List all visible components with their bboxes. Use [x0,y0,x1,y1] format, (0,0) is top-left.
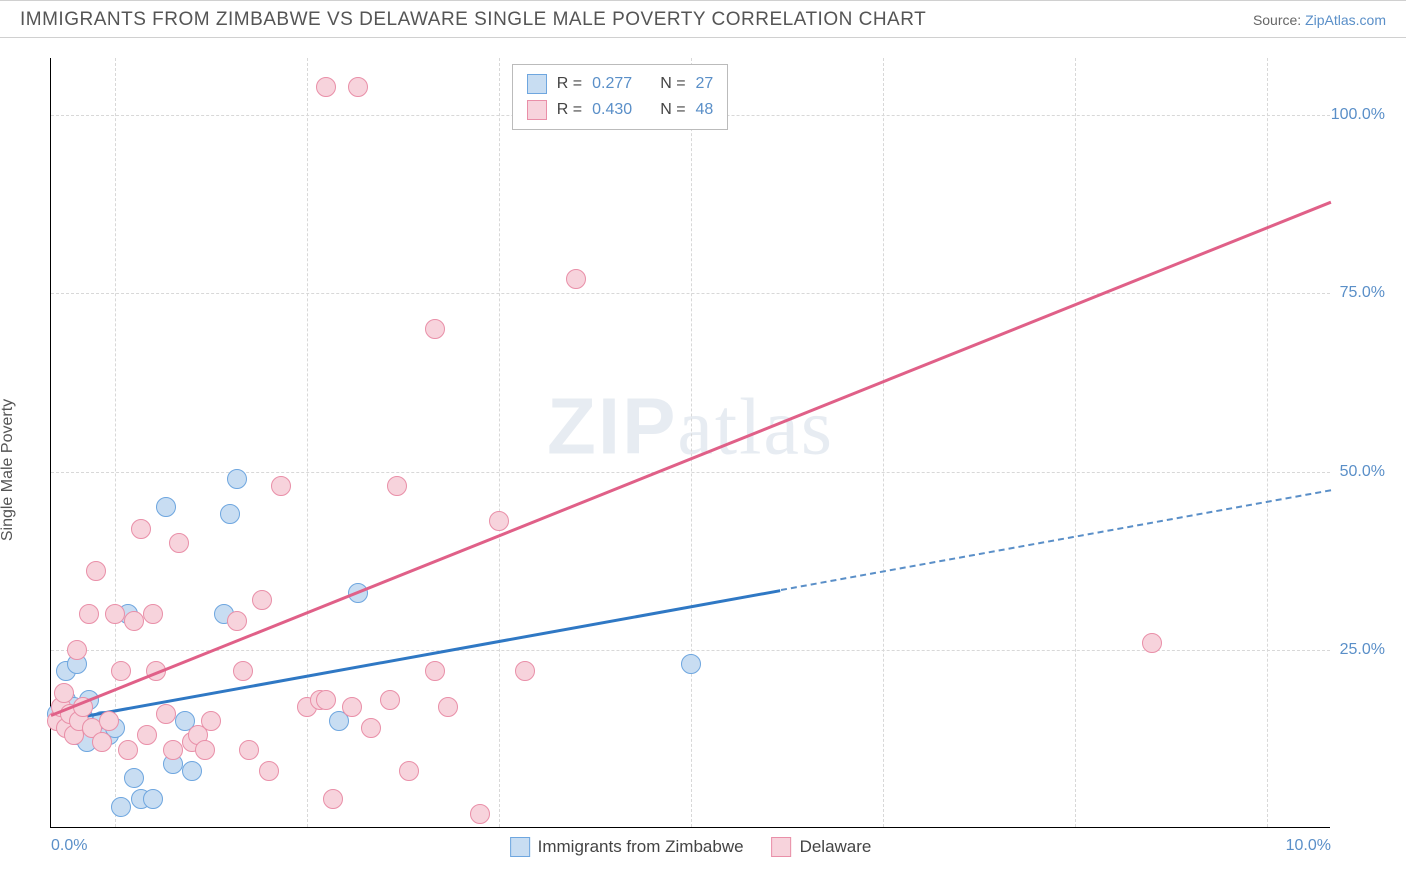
y-tick-label: 25.0% [1340,641,1385,659]
legend-row: R = 0.430 N = 48 [527,97,714,123]
scatter-point [227,469,247,489]
chart-title: IMMIGRANTS FROM ZIMBABWE VS DELAWARE SIN… [20,9,926,31]
grid-line-vertical [691,58,692,827]
scatter-point [566,269,586,289]
legend-row: R = 0.277 N = 27 [527,71,714,97]
legend-item: Delaware [772,837,872,857]
scatter-point [169,533,189,553]
y-tick-label: 100.0% [1331,106,1385,124]
scatter-point [425,661,445,681]
source-attribution: Source: ZipAtlas.com [1253,12,1386,28]
legend-swatch [510,837,530,857]
scatter-point [227,611,247,631]
legend-swatch [772,837,792,857]
scatter-point [387,476,407,496]
scatter-point [361,718,381,738]
chart-container: Single Male Poverty ZIPatlas 25.0%50.0%7… [0,38,1406,884]
scatter-point [399,761,419,781]
scatter-point [271,476,291,496]
scatter-point [143,789,163,809]
scatter-point [111,797,131,817]
scatter-point [1142,633,1162,653]
scatter-point [342,697,362,717]
scatter-point [143,604,163,624]
scatter-point [348,77,368,97]
legend-swatch [527,74,547,94]
grid-line-vertical [1075,58,1076,827]
plot-area: ZIPatlas 25.0%50.0%75.0%100.0%0.0%10.0%R… [50,58,1330,828]
scatter-point [470,804,490,824]
scatter-point [233,661,253,681]
scatter-point [182,761,202,781]
legend-label: Immigrants from Zimbabwe [538,837,744,857]
scatter-point [156,497,176,517]
scatter-point [124,768,144,788]
legend-swatch [527,100,547,120]
scatter-point [316,77,336,97]
grid-line-vertical [883,58,884,827]
y-tick-label: 50.0% [1340,463,1385,481]
scatter-point [515,661,535,681]
y-axis-label: Single Male Poverty [0,399,17,541]
scatter-point [163,740,183,760]
legend-item: Immigrants from Zimbabwe [510,837,744,857]
source-link[interactable]: ZipAtlas.com [1305,12,1386,28]
scatter-point [111,661,131,681]
scatter-point [220,504,240,524]
scatter-point [239,740,259,760]
legend-series: Immigrants from Zimbabwe Delaware [510,837,872,857]
scatter-point [438,697,458,717]
header-bar: IMMIGRANTS FROM ZIMBABWE VS DELAWARE SIN… [0,0,1406,38]
scatter-point [131,519,151,539]
scatter-point [79,604,99,624]
legend-r-value: 0.430 [592,97,632,123]
legend-n-label: N = [660,71,685,97]
legend-label: Delaware [800,837,872,857]
scatter-point [92,732,112,752]
scatter-point [86,561,106,581]
legend-n-label: N = [660,97,685,123]
scatter-point [201,711,221,731]
x-tick-label: 10.0% [1286,837,1331,855]
legend-r-value: 0.277 [592,71,632,97]
legend-correlation: R = 0.277 N = 27 R = 0.430 N = 48 [512,64,729,130]
legend-n-value: 48 [696,97,714,123]
scatter-point [489,511,509,531]
scatter-point [99,711,119,731]
scatter-point [54,683,74,703]
x-tick-label: 0.0% [51,837,87,855]
scatter-point [323,789,343,809]
scatter-point [316,690,336,710]
source-label: Source: [1253,12,1305,28]
scatter-point [425,319,445,339]
legend-r-label: R = [557,97,582,123]
trend-line [780,489,1331,591]
scatter-point [156,704,176,724]
y-tick-label: 75.0% [1340,284,1385,302]
scatter-point [195,740,215,760]
scatter-point [380,690,400,710]
scatter-point [118,740,138,760]
grid-line-vertical [1267,58,1268,827]
scatter-point [681,654,701,674]
legend-n-value: 27 [696,71,714,97]
grid-line-vertical [499,58,500,827]
scatter-point [67,640,87,660]
scatter-point [252,590,272,610]
scatter-point [105,604,125,624]
scatter-point [137,725,157,745]
scatter-point [124,611,144,631]
legend-r-label: R = [557,71,582,97]
scatter-point [259,761,279,781]
